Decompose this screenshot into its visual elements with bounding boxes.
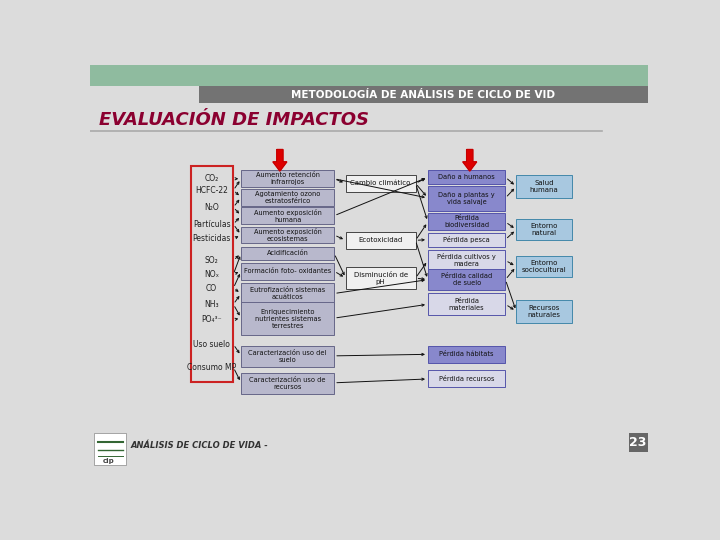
FancyBboxPatch shape <box>346 267 415 289</box>
Text: Pérdida calidad
de suelo: Pérdida calidad de suelo <box>441 273 492 286</box>
Text: Caracterización uso del
suelo: Caracterización uso del suelo <box>248 350 327 363</box>
FancyBboxPatch shape <box>428 370 505 387</box>
FancyBboxPatch shape <box>516 175 572 198</box>
Text: METODOLOGÍA DE ANÁLISIS DE CICLO DE VID: METODOLOGÍA DE ANÁLISIS DE CICLO DE VID <box>292 90 555 100</box>
FancyBboxPatch shape <box>428 294 505 315</box>
Text: Enriquecimiento
nutrientes sistemas
terrestres: Enriquecimiento nutrientes sistemas terr… <box>255 308 320 328</box>
Text: Pérdida cultivos y
madera: Pérdida cultivos y madera <box>437 253 496 267</box>
Text: SO₂: SO₂ <box>204 256 219 265</box>
Text: CO: CO <box>206 284 217 293</box>
Text: Pérdida recursos: Pérdida recursos <box>439 376 495 382</box>
Text: NH₃: NH₃ <box>204 300 219 309</box>
Text: Salud
humana: Salud humana <box>530 180 559 193</box>
Text: CO₂: CO₂ <box>204 174 219 183</box>
FancyBboxPatch shape <box>241 373 334 394</box>
FancyBboxPatch shape <box>241 346 334 367</box>
Text: Pérdida
materiales: Pérdida materiales <box>449 298 485 311</box>
Text: Aumento exposición
humana: Aumento exposición humana <box>253 209 322 222</box>
Text: Daño a plantas y
vida salvaje: Daño a plantas y vida salvaje <box>438 192 495 205</box>
FancyBboxPatch shape <box>241 207 334 224</box>
Text: Uso suelo: Uso suelo <box>193 340 230 349</box>
Text: Daño a humanos: Daño a humanos <box>438 174 495 180</box>
FancyBboxPatch shape <box>428 213 505 231</box>
Text: Formación foto- oxidantes: Formación foto- oxidantes <box>244 268 331 274</box>
Text: N₂O: N₂O <box>204 202 219 212</box>
Text: Eutrofización sistemas
acuáticos: Eutrofización sistemas acuáticos <box>250 287 325 300</box>
Text: ANÁLISIS DE CICLO DE VIDA -: ANÁLISIS DE CICLO DE VIDA - <box>130 442 268 450</box>
FancyBboxPatch shape <box>191 166 233 382</box>
FancyBboxPatch shape <box>516 219 572 240</box>
FancyBboxPatch shape <box>428 346 505 363</box>
FancyBboxPatch shape <box>346 175 415 192</box>
FancyBboxPatch shape <box>428 233 505 247</box>
Text: cip: cip <box>103 458 114 464</box>
FancyBboxPatch shape <box>346 232 415 249</box>
Text: Cambio climático: Cambio climático <box>351 180 411 186</box>
Text: PO₄³⁻: PO₄³⁻ <box>202 315 222 324</box>
Text: Entorno
sociocultural: Entorno sociocultural <box>522 260 567 273</box>
FancyBboxPatch shape <box>241 283 334 304</box>
Text: Caracterización uso de
recursos: Caracterización uso de recursos <box>249 377 326 390</box>
FancyBboxPatch shape <box>241 262 334 280</box>
FancyBboxPatch shape <box>241 302 334 335</box>
Text: Pesticidas: Pesticidas <box>192 234 231 244</box>
Text: Aumento exposición
ecosistemas: Aumento exposición ecosistemas <box>253 228 322 242</box>
FancyBboxPatch shape <box>428 186 505 211</box>
Polygon shape <box>273 150 287 171</box>
FancyBboxPatch shape <box>516 300 572 323</box>
Text: Partículas: Partículas <box>193 220 230 229</box>
Text: HCFC-22: HCFC-22 <box>195 186 228 195</box>
Text: Ecotoxicidad: Ecotoxicidad <box>359 238 402 244</box>
Text: EVALUACIÓN DE IMPACTOS: EVALUACIÓN DE IMPACTOS <box>99 111 369 129</box>
FancyBboxPatch shape <box>241 226 334 244</box>
Text: Entorno
natural: Entorno natural <box>531 223 558 236</box>
Text: Recursos
naturales: Recursos naturales <box>528 305 561 318</box>
Text: Pérdida pesca: Pérdida pesca <box>444 236 490 243</box>
FancyBboxPatch shape <box>516 256 572 278</box>
FancyBboxPatch shape <box>428 170 505 184</box>
FancyBboxPatch shape <box>241 170 334 187</box>
Text: Aumento retención
infrarrojos: Aumento retención infrarrojos <box>256 172 320 185</box>
Text: Pérdida hábitats: Pérdida hábitats <box>439 352 494 357</box>
FancyBboxPatch shape <box>90 65 648 86</box>
Text: 23: 23 <box>629 436 647 449</box>
FancyBboxPatch shape <box>199 86 648 103</box>
Text: NOₓ: NOₓ <box>204 270 219 279</box>
Text: Acidificación: Acidificación <box>266 251 309 256</box>
Text: Consumo MP: Consumo MP <box>187 363 236 372</box>
FancyBboxPatch shape <box>241 247 334 260</box>
FancyBboxPatch shape <box>94 433 127 465</box>
FancyBboxPatch shape <box>428 269 505 291</box>
FancyBboxPatch shape <box>428 249 505 271</box>
FancyBboxPatch shape <box>241 189 334 206</box>
FancyBboxPatch shape <box>629 433 648 452</box>
Text: Agotamiento ozono
estratosférico: Agotamiento ozono estratosférico <box>255 191 320 204</box>
Text: Disminución de
pH: Disminución de pH <box>354 272 408 285</box>
Polygon shape <box>463 150 477 171</box>
Text: Pérdida
biodiversidad: Pérdida biodiversidad <box>444 215 489 228</box>
